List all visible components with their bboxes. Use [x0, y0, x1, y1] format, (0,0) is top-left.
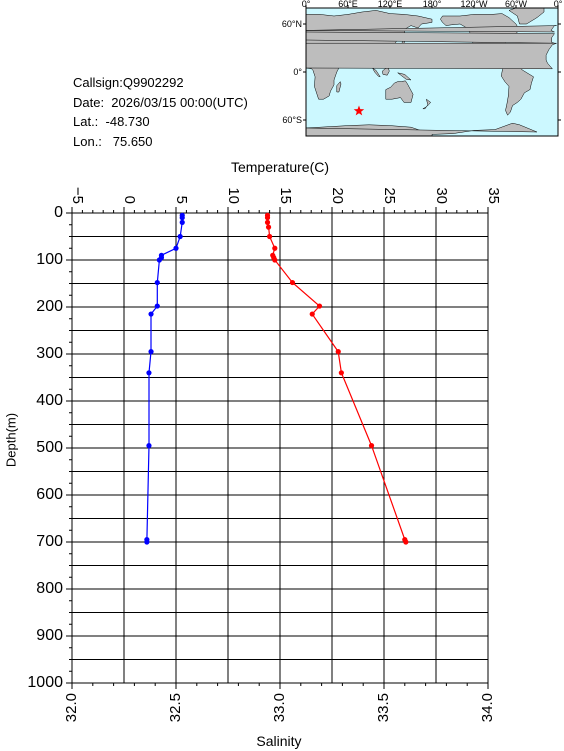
depth-tick-label: 100: [36, 251, 63, 268]
salinity-data-point: [177, 233, 183, 240]
new-guinea-landmass: [397, 72, 412, 81]
salinity-profile-line: [146, 215, 183, 542]
depth-tick-label: 1000: [27, 674, 63, 691]
temperature-data-point: [289, 279, 296, 286]
map-lon-label: 0°: [302, 0, 311, 9]
map-lat-label: 60°S: [282, 115, 302, 125]
temperature-tick-label: 20: [329, 187, 346, 204]
south-america-landmass: [501, 62, 534, 116]
british-isles-landmass: [305, 25, 557, 33]
salinity-data-point: [156, 257, 162, 263]
map-lon-label: 120°W: [460, 0, 488, 9]
west-africa-landmass: [305, 42, 557, 70]
callsign-text: Callsign:Q9902292: [73, 75, 184, 90]
depth-tick-label: 700: [36, 533, 63, 550]
temperature-data-point: [264, 219, 271, 225]
map-lon-label: 0°: [554, 0, 563, 9]
depth-tick-label: 400: [36, 392, 63, 409]
temperature-tick-label: 15: [277, 187, 294, 204]
temperature-data-point: [368, 443, 375, 449]
temperature-tick-label: 5: [173, 196, 190, 204]
map-lon-label: 120°E: [378, 0, 403, 9]
temperature-data-point: [335, 349, 341, 355]
salinity-data-point: [146, 443, 152, 449]
salinity-data-point: [154, 279, 160, 286]
depth-tick-label: 300: [36, 345, 63, 362]
salinity-data-point: [179, 219, 185, 225]
longitude-text: Lon.: 75.650: [73, 133, 153, 149]
temperature-data-point: [403, 539, 409, 545]
madagascar-landmass: [336, 81, 342, 93]
depth-tick-label: 600: [36, 486, 63, 503]
salinity-tick-label: 33.0: [271, 693, 288, 722]
australia-landmass: [385, 80, 414, 103]
salinity-data-point: [148, 311, 154, 317]
depth-tick-label: 0: [54, 204, 63, 221]
temperature-data-point: [264, 215, 271, 221]
depth-tick-label: 500: [36, 439, 63, 456]
sumatra-landmass: [372, 67, 381, 78]
depth-axis-label: Depth(m): [3, 413, 18, 467]
map-lon-label: 180°: [423, 0, 442, 9]
temperature-data-point: [267, 233, 273, 240]
salinity-data-point: [179, 215, 185, 221]
temperature-tick-label: 10: [225, 187, 242, 204]
axis-ticks: [66, 207, 489, 689]
chart-grid: [72, 213, 488, 683]
salinity-data-point: [146, 370, 152, 376]
salinity-data-point: [144, 539, 150, 545]
temperature-tick-label: 35: [485, 187, 502, 204]
temperature-data-point: [338, 370, 344, 376]
station-star-marker: [353, 105, 365, 116]
salinity-data-point: [148, 349, 154, 355]
map-lat-label: 0°: [293, 67, 302, 77]
latitude-text: Lat.: -48.730: [73, 114, 150, 129]
salinity-tick-label: 33.5: [375, 693, 392, 722]
temperature-data-point: [272, 257, 278, 263]
map-lat-label: 60°N: [282, 19, 302, 29]
salinity-tick-label: 32.5: [167, 693, 184, 722]
temperature-tick-label: 25: [381, 187, 398, 204]
map-lon-label: 60°E: [338, 0, 358, 9]
profile-info: Callsign:Q9902292 Date: 2026/03/15 00:00…: [73, 73, 248, 151]
new-zealand-landmass: [421, 98, 431, 110]
depth-tick-label: 200: [36, 298, 63, 315]
salinity-data-point: [173, 245, 179, 251]
salinity-axis-label: Salinity: [256, 733, 301, 749]
temperature-data-point: [316, 303, 323, 309]
temperature-tick-label: −5: [69, 187, 86, 204]
salinity-tick-label: 34.0: [479, 693, 496, 722]
temperature-data-point: [272, 245, 278, 251]
temperature-tick-label: 0: [121, 196, 138, 204]
temperature-data-point: [265, 224, 272, 230]
date-text: Date: 2026/03/15 00:00(UTC): [73, 94, 248, 110]
salinity-tick-label: 32.0: [63, 693, 80, 722]
depth-tick-label: 800: [36, 580, 63, 597]
map-lon-label: 60°W: [505, 0, 528, 9]
temperature-tick-label: 30: [433, 187, 450, 204]
temperature-axis-label: Temperature(C): [231, 159, 329, 175]
depth-tick-label: 900: [36, 627, 63, 644]
temperature-data-point: [309, 311, 315, 317]
salinity-data-point: [154, 303, 160, 309]
tick-labels: −5 0 5 10 15 20 25 30 35 32.0 32.5 33.0 33.5 34.0 0 100…: [27, 187, 502, 722]
profile-series: [144, 212, 409, 545]
